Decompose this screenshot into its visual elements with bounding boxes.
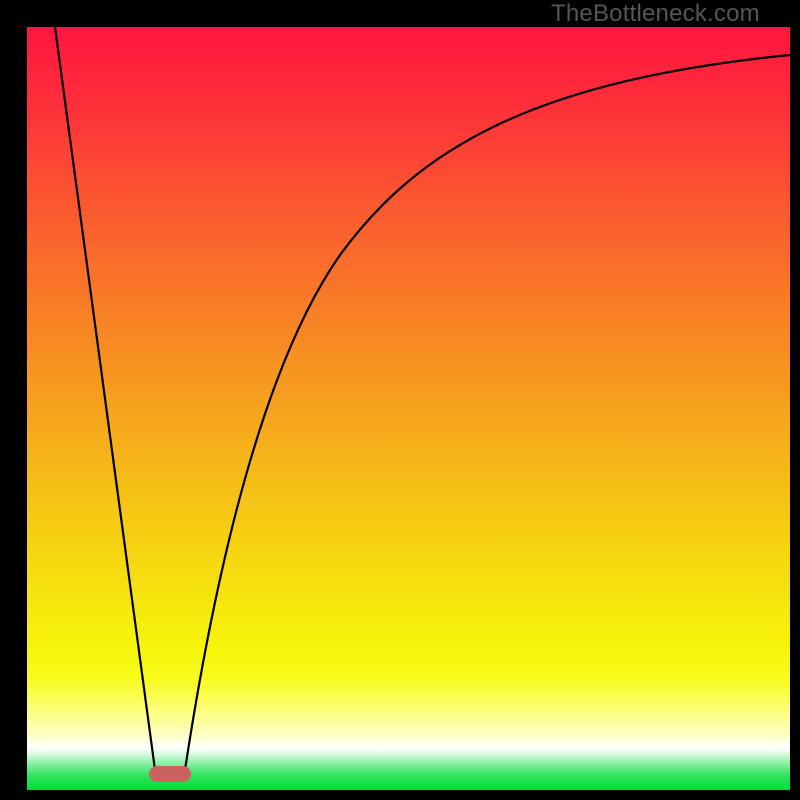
minimum-marker (149, 766, 191, 782)
bottleneck-chart (0, 0, 800, 800)
watermark-text: TheBottleneck.com (551, 0, 760, 28)
